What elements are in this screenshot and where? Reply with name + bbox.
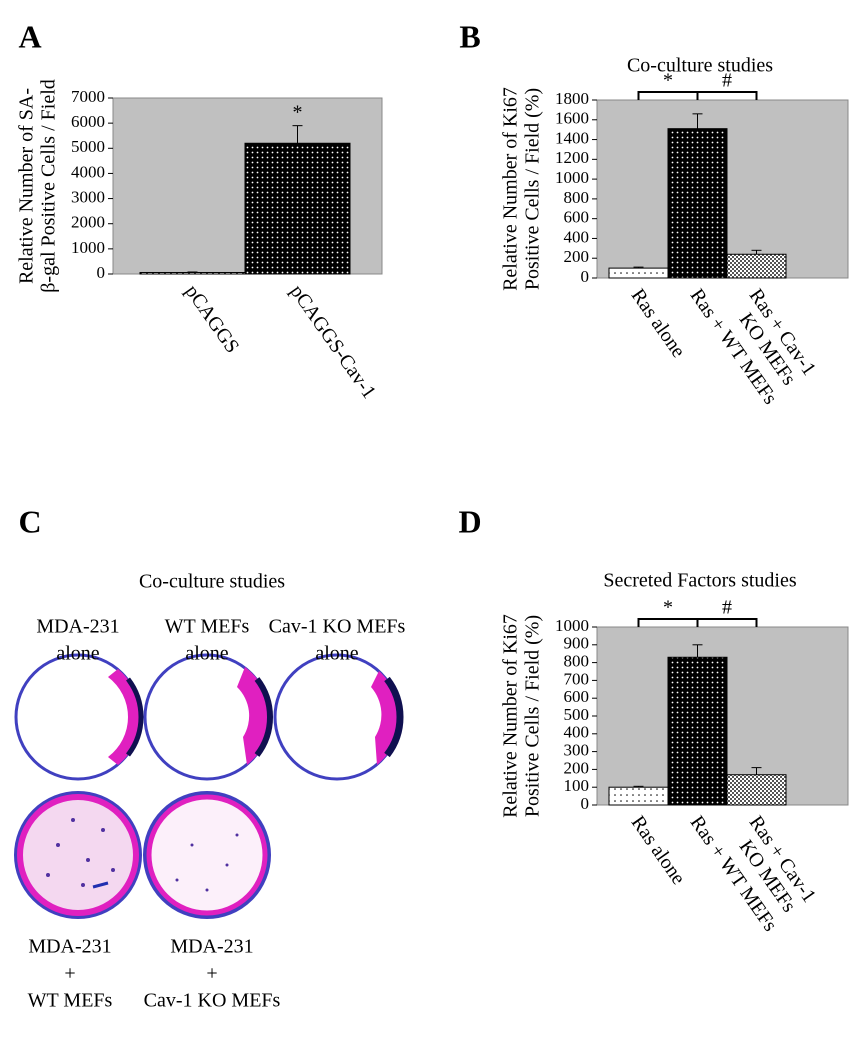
y-tick-label: 4000 [71,162,105,181]
bar [608,786,669,806]
y-tick-label: 800 [564,652,590,671]
plate-caption: MDA-231 [170,936,253,958]
y-tick-label: 1000 [555,168,589,187]
y-tick-label: 600 [564,687,590,706]
bar [244,142,351,275]
bracket [696,91,758,100]
y-tick-label: 400 [564,227,590,246]
y-tick-label: 1800 [555,89,589,108]
bracket-label: # [722,70,732,92]
y-tick-label: 400 [564,723,590,742]
plate-caption: Cav-1 KO MEFs [269,616,406,638]
y-tick-label: 800 [564,188,590,207]
y-axis-label: Positive Cells / Field (%) [522,88,544,290]
y-axis-label: Positive Cells / Field (%) [522,615,544,817]
y-tick-label: 100 [564,776,590,795]
bar [667,656,728,806]
annotation: * [293,101,303,123]
plates [14,653,404,919]
y-axis-label: β-gal Positive Cells / Field [38,79,60,293]
y-tick-label: 0 [581,267,590,286]
error-bar [692,644,703,658]
plate-caption: alone [185,643,228,665]
y-tick-label: 1600 [555,109,589,128]
y-tick-label: 1000 [555,616,589,635]
plate-caption: alone [315,643,358,665]
bracket [637,618,699,627]
y-tick-label: 5000 [71,137,105,156]
x-tick-label-group: pCAGGS [181,281,244,357]
y-tick-label: 700 [564,669,590,688]
plate-caption: MDA-231 [28,936,111,958]
error-bar [187,271,198,273]
plate-caption: MDA-231 [36,616,119,638]
panel-title: Co-culture studies [139,571,285,593]
bracket-label: * [663,70,673,92]
error-bar [692,113,703,129]
bar [667,128,728,279]
y-tick-label: 1200 [555,148,589,167]
y-tick-label: 3000 [71,187,105,206]
chart-title: Co-culture studies [627,55,773,77]
error-bar [633,266,644,269]
bracket [637,91,699,100]
x-tick-label: pCAGGS [181,281,244,357]
y-tick-label: 0 [581,794,590,813]
x-tick-label-group: pCAGGS-Cav-1 [286,281,381,403]
error-bar [751,249,762,255]
bracket-label: * [663,597,673,619]
bar [608,267,669,279]
y-tick-label: 500 [564,705,590,724]
chart-title: Secreted Factors studies [603,570,796,592]
error-bar [751,767,762,775]
panel-label: B [459,18,480,54]
y-tick-label: 300 [564,741,590,760]
plate-caption: + [64,963,75,985]
plate-caption: + [206,963,217,985]
error-bar [633,785,644,788]
panel-label: D [458,503,481,539]
bracket [696,618,758,627]
x-tick-label-group: Ras alone [627,285,690,362]
y-tick-label: 7000 [71,87,105,106]
y-tick-label: 0 [97,263,106,282]
plate-caption: alone [56,643,99,665]
y-tick-label: 200 [564,247,590,266]
bar [139,271,246,275]
y-axis-label: Relative Number of SA- [16,88,38,284]
error-bar [292,125,303,144]
y-axis-label: Relative Number of Ki67 [500,614,522,818]
y-tick-label: 600 [564,208,590,227]
y-axis-label: Relative Number of Ki67 [500,87,522,291]
y-tick-label: 1400 [555,128,589,147]
y-tick-label: 2000 [71,213,105,232]
y-tick-label: 200 [564,758,590,777]
plate-caption: WT MEFs [28,990,113,1012]
x-tick-label: Ras alone [627,285,690,362]
y-tick-label: 900 [564,634,590,653]
plate-caption: Cav-1 KO MEFs [144,990,281,1012]
plate-caption: WT MEFs [165,616,250,638]
x-tick-label-group: Ras alone [627,812,690,889]
bar [726,253,787,279]
y-tick-label: 1000 [71,238,105,257]
x-tick-label: Ras alone [627,812,690,889]
panel-label: C [18,503,41,539]
bar [726,774,787,806]
x-tick-label: pCAGGS-Cav-1 [286,281,381,403]
bracket-label: # [722,597,732,619]
panel-label: A [18,18,41,54]
y-tick-label: 6000 [71,112,105,131]
